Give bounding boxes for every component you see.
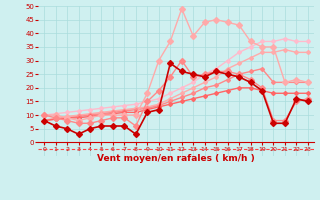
X-axis label: Vent moyen/en rafales ( km/h ): Vent moyen/en rafales ( km/h ) [97, 154, 255, 163]
